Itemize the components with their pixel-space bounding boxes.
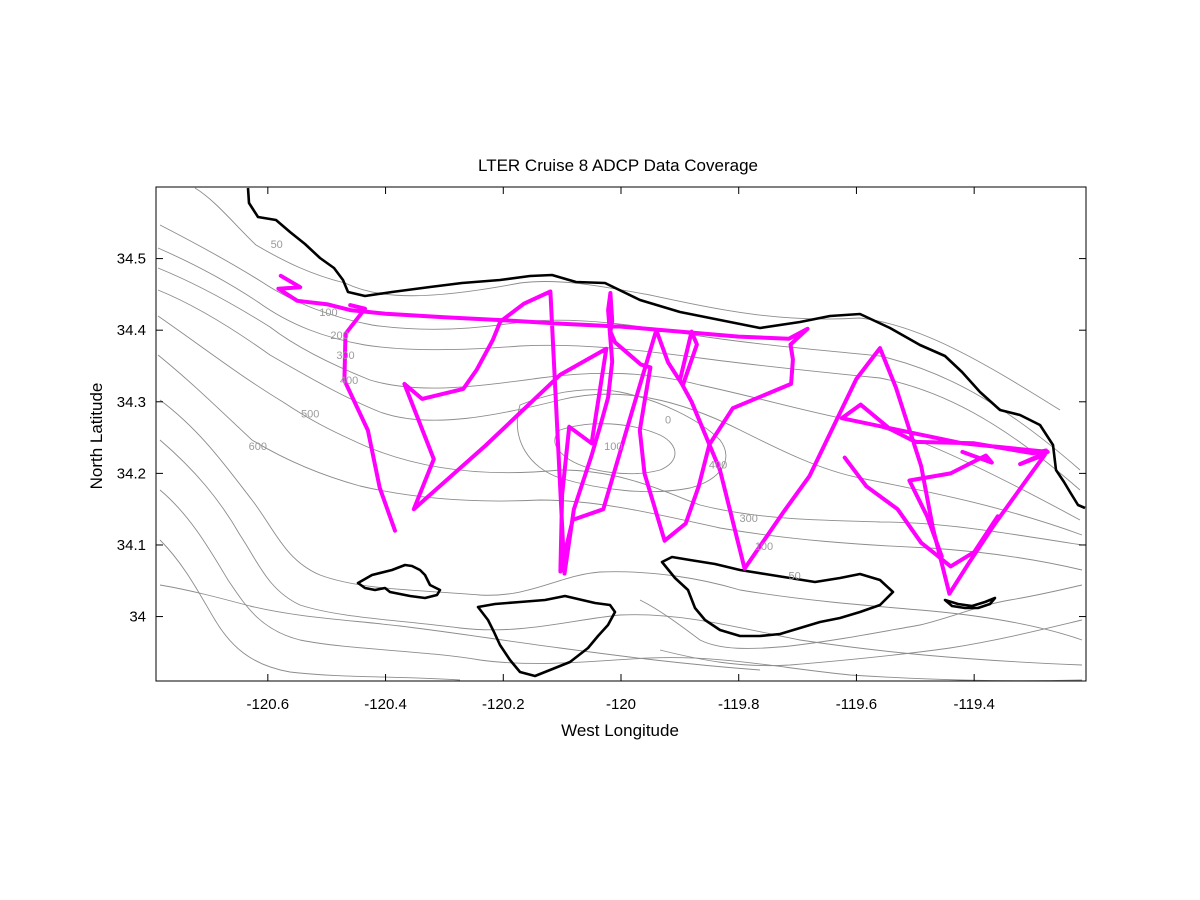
y-tick-label: 34.2 xyxy=(117,465,146,482)
x-tick-label: -119.4 xyxy=(953,696,994,713)
y-axis-title: North Latitude xyxy=(87,383,106,490)
x-axis: -120.6 -120.4 -120.2 -120 -119.8 -119.6 -119.4 xyxy=(247,187,995,713)
ship-track-line-4 xyxy=(842,455,1000,569)
contour-label-3: 200 xyxy=(330,330,348,342)
contour-line-100 xyxy=(159,224,1081,471)
coastline xyxy=(246,187,1086,678)
x-tick-label: -120.6 xyxy=(247,696,290,713)
contour-label-7: 600 xyxy=(249,441,267,453)
contour-label-1: 50 xyxy=(271,239,283,251)
contour-line-deep-3 xyxy=(159,489,1083,682)
contour-label-5: 400 xyxy=(340,375,358,387)
contour-label-2: 100 xyxy=(319,307,337,319)
contour-line-channel-inner xyxy=(554,423,676,475)
contour-label-10: 300 xyxy=(740,513,758,525)
island-anacapa xyxy=(943,596,997,610)
island-santa-cruz xyxy=(660,555,895,638)
ship-tracks xyxy=(276,273,1050,596)
y-axis: 34.5 34.4 34.3 34.2 34.1 34 xyxy=(117,251,1086,626)
y-tick-label: 34.5 xyxy=(117,251,146,268)
contour-line-deep-4 xyxy=(159,539,461,681)
contour-label-6: 500 xyxy=(301,409,319,421)
y-tick-label: 34.4 xyxy=(117,322,146,339)
contour-label-4: 300 xyxy=(336,350,354,362)
x-axis-title: West Longitude xyxy=(561,721,679,740)
x-tick-label: -120.4 xyxy=(364,696,407,713)
contour-label-8: 100 xyxy=(604,441,622,453)
contour-label-13: 0 xyxy=(665,414,671,426)
contour-line-deep-2 xyxy=(159,439,1083,666)
ship-track-line-2 xyxy=(342,303,397,533)
contour-label-11: 100 xyxy=(755,541,773,553)
contour-line-shelf-2 xyxy=(639,584,1083,649)
x-tick-label: -120 xyxy=(606,696,636,713)
y-tick-label: 34.1 xyxy=(117,537,146,554)
contour-line-200 xyxy=(157,247,1081,491)
contour-label-9: 400 xyxy=(709,459,727,471)
ship-track-line-3 xyxy=(907,449,994,559)
mainland-coastline xyxy=(246,187,1086,510)
contour-line-deep-1 xyxy=(159,399,1083,641)
plot-title: LTER Cruise 8 ADCP Data Coverage xyxy=(478,156,758,175)
bathymetry-contours xyxy=(157,187,1083,682)
x-tick-label: -119.8 xyxy=(718,696,759,713)
y-tick-label: 34 xyxy=(129,609,146,626)
y-tick-label: 34.3 xyxy=(117,394,146,411)
island-santa-rosa xyxy=(476,594,617,678)
x-tick-label: -119.6 xyxy=(836,696,877,713)
contour-line-400 xyxy=(157,289,1083,536)
contour-line-shelf-1 xyxy=(159,584,761,671)
contour-line-shelf-3 xyxy=(659,619,1083,667)
island-san-miguel xyxy=(356,563,442,600)
contour-label-12: 50 xyxy=(788,570,800,582)
contour-line-500 xyxy=(157,315,1083,546)
x-tick-label: -120.2 xyxy=(482,696,525,713)
